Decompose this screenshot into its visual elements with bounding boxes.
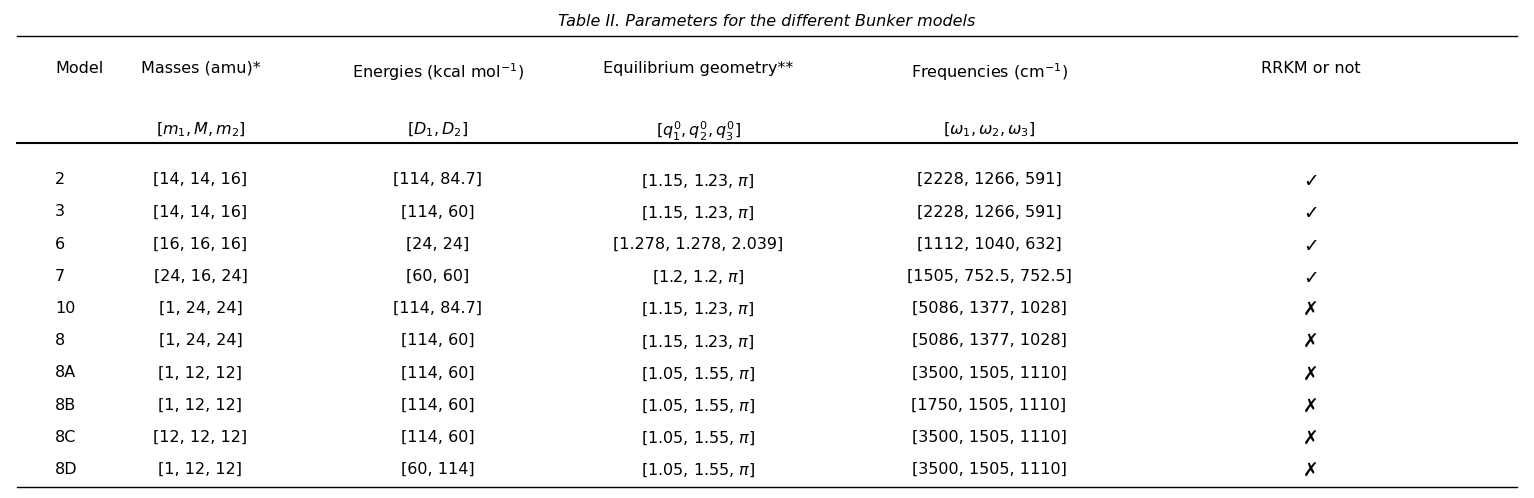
Text: [3500, 1505, 1110]: [3500, 1505, 1110] <box>911 366 1066 380</box>
Text: Masses (amu)*: Masses (amu)* <box>141 61 261 76</box>
Text: [3500, 1505, 1110]: [3500, 1505, 1110] <box>911 462 1066 477</box>
Text: [114, 60]: [114, 60] <box>400 366 474 380</box>
Text: [1.05, 1.55, $\pi$]: [1.05, 1.55, $\pi$] <box>641 430 755 447</box>
Text: 2: 2 <box>55 172 64 187</box>
Text: [1.05, 1.55, $\pi$]: [1.05, 1.55, $\pi$] <box>641 462 755 480</box>
Text: [60, 114]: [60, 114] <box>400 462 474 477</box>
Text: Table II. Parameters for the different Bunker models: Table II. Parameters for the different B… <box>558 14 976 29</box>
Text: 3: 3 <box>55 205 64 220</box>
Text: Model: Model <box>55 61 103 76</box>
Text: ✓: ✓ <box>1302 205 1318 224</box>
Text: [1, 12, 12]: [1, 12, 12] <box>158 366 242 380</box>
Text: [1.2, 1.2, $\pi$]: [1.2, 1.2, $\pi$] <box>652 269 744 286</box>
Text: [114, 60]: [114, 60] <box>400 205 474 220</box>
Text: ✗: ✗ <box>1302 430 1318 449</box>
Text: [1.15, 1.23, $\pi$]: [1.15, 1.23, $\pi$] <box>641 301 755 318</box>
Text: [1.278, 1.278, 2.039]: [1.278, 1.278, 2.039] <box>614 237 784 251</box>
Text: [2228, 1266, 591]: [2228, 1266, 591] <box>917 205 1062 220</box>
Text: ✗: ✗ <box>1302 397 1318 416</box>
Text: [$m_1, M, m_2$]: [$m_1, M, m_2$] <box>155 120 245 138</box>
Text: [1.05, 1.55, $\pi$]: [1.05, 1.55, $\pi$] <box>641 366 755 383</box>
Text: [1.15, 1.23, $\pi$]: [1.15, 1.23, $\pi$] <box>641 205 755 222</box>
Text: [1.15, 1.23, $\pi$]: [1.15, 1.23, $\pi$] <box>641 172 755 190</box>
Text: [$D_1, D_2$]: [$D_1, D_2$] <box>407 120 468 138</box>
Text: [114, 84.7]: [114, 84.7] <box>393 301 482 316</box>
Text: [114, 60]: [114, 60] <box>400 430 474 445</box>
Text: [1505, 752.5, 752.5]: [1505, 752.5, 752.5] <box>907 269 1071 284</box>
Text: RRKM or not: RRKM or not <box>1261 61 1361 76</box>
Text: [12, 12, 12]: [12, 12, 12] <box>153 430 247 445</box>
Text: ✗: ✗ <box>1302 333 1318 352</box>
Text: ✗: ✗ <box>1302 301 1318 320</box>
Text: ✗: ✗ <box>1302 366 1318 384</box>
Text: [114, 60]: [114, 60] <box>400 397 474 412</box>
Text: [1, 24, 24]: [1, 24, 24] <box>158 301 242 316</box>
Text: [14, 14, 16]: [14, 14, 16] <box>153 172 247 187</box>
Text: 6: 6 <box>55 237 64 251</box>
Text: 10: 10 <box>55 301 75 316</box>
Text: 7: 7 <box>55 269 64 284</box>
Text: ✗: ✗ <box>1302 462 1318 481</box>
Text: Equilibrium geometry**: Equilibrium geometry** <box>603 61 793 76</box>
Text: [16, 16, 16]: [16, 16, 16] <box>153 237 247 251</box>
Text: 8B: 8B <box>55 397 77 412</box>
Text: [2228, 1266, 591]: [2228, 1266, 591] <box>917 172 1062 187</box>
Text: [3500, 1505, 1110]: [3500, 1505, 1110] <box>911 430 1066 445</box>
Text: 8: 8 <box>55 333 66 348</box>
Text: [5086, 1377, 1028]: [5086, 1377, 1028] <box>911 333 1066 348</box>
Text: ✓: ✓ <box>1302 172 1318 191</box>
Text: [1, 24, 24]: [1, 24, 24] <box>158 333 242 348</box>
Text: ✓: ✓ <box>1302 237 1318 255</box>
Text: ✓: ✓ <box>1302 269 1318 288</box>
Text: [60, 60]: [60, 60] <box>407 269 469 284</box>
Text: [1750, 1505, 1110]: [1750, 1505, 1110] <box>911 397 1066 412</box>
Text: 8A: 8A <box>55 366 77 380</box>
Text: [114, 60]: [114, 60] <box>400 333 474 348</box>
Text: [$q_1^0, q_2^0, q_3^0$]: [$q_1^0, q_2^0, q_3^0$] <box>655 120 741 143</box>
Text: [1, 12, 12]: [1, 12, 12] <box>158 462 242 477</box>
Text: [24, 24]: [24, 24] <box>407 237 469 251</box>
Text: [24, 16, 24]: [24, 16, 24] <box>153 269 247 284</box>
Text: Energies (kcal mol$^{-1}$): Energies (kcal mol$^{-1}$) <box>351 61 523 83</box>
Text: [$\omega_1, \omega_2, \omega_3$]: [$\omega_1, \omega_2, \omega_3$] <box>943 120 1035 138</box>
Text: 8C: 8C <box>55 430 77 445</box>
Text: [1.05, 1.55, $\pi$]: [1.05, 1.55, $\pi$] <box>641 397 755 415</box>
Text: [1.15, 1.23, $\pi$]: [1.15, 1.23, $\pi$] <box>641 333 755 351</box>
Text: [14, 14, 16]: [14, 14, 16] <box>153 205 247 220</box>
Text: 8D: 8D <box>55 462 78 477</box>
Text: [1, 12, 12]: [1, 12, 12] <box>158 397 242 412</box>
Text: [1112, 1040, 632]: [1112, 1040, 632] <box>917 237 1062 251</box>
Text: [114, 84.7]: [114, 84.7] <box>393 172 482 187</box>
Text: Frequencies (cm$^{-1}$): Frequencies (cm$^{-1}$) <box>911 61 1068 83</box>
Text: [5086, 1377, 1028]: [5086, 1377, 1028] <box>911 301 1066 316</box>
